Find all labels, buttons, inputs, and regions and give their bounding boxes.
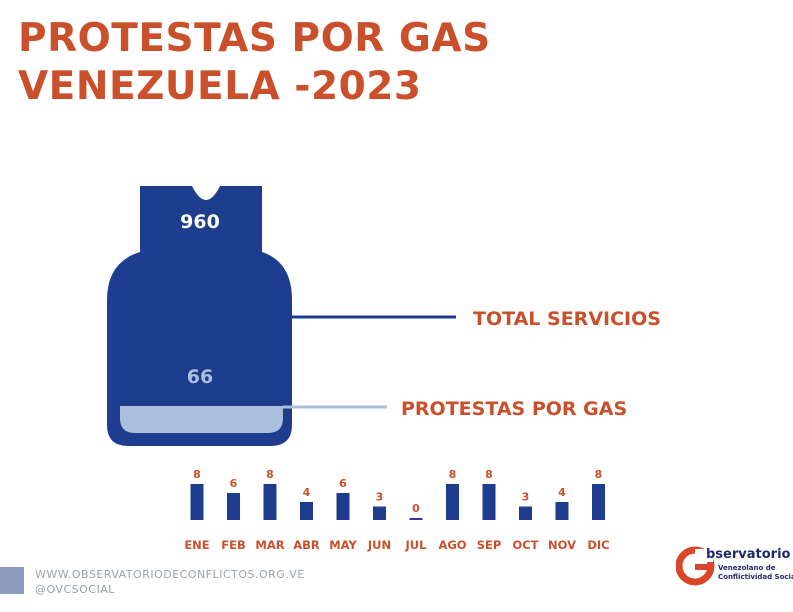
data-label-dic: 8 bbox=[595, 468, 603, 481]
category-label-mar: MAR bbox=[255, 538, 284, 552]
bar-ene bbox=[190, 484, 204, 520]
logo-subtitle-2: Conflictividad Social bbox=[718, 573, 793, 581]
gas-protests-label: PROTESTAS POR GAS bbox=[401, 398, 628, 420]
gas-cylinder-body bbox=[107, 186, 292, 446]
data-label-ene: 8 bbox=[193, 468, 201, 481]
bar-nov bbox=[555, 502, 569, 520]
category-label-dic: DIC bbox=[587, 538, 609, 552]
bar-jun bbox=[373, 506, 386, 520]
footer-website: WWW.OBSERVATORIODECONFLICTOS.ORG.VE bbox=[35, 568, 305, 581]
category-label-abr: ABR bbox=[293, 538, 320, 552]
gas-protests-value: 66 bbox=[186, 366, 214, 388]
category-label-ago: AGO bbox=[438, 538, 466, 552]
total-services-label: TOTAL SERVICIOS bbox=[473, 308, 661, 330]
logo-name: bservatorio bbox=[706, 547, 791, 562]
data-label-mar: 8 bbox=[266, 468, 274, 481]
data-label-sep: 8 bbox=[485, 468, 493, 481]
category-label-jul: JUL bbox=[405, 538, 428, 552]
data-label-abr: 4 bbox=[303, 486, 311, 499]
category-label-sep: SEP bbox=[477, 538, 502, 552]
total-services-value: 960 bbox=[180, 211, 220, 233]
category-label-ene: ENE bbox=[184, 538, 209, 552]
category-label-nov: NOV bbox=[548, 538, 576, 552]
data-label-jun: 3 bbox=[376, 491, 384, 504]
bar-may bbox=[336, 493, 350, 520]
bar-oct bbox=[519, 506, 532, 520]
bar-ago bbox=[446, 484, 459, 520]
data-label-may: 6 bbox=[339, 477, 347, 490]
footer-square-decoration bbox=[0, 567, 24, 594]
data-label-jul: 0 bbox=[412, 502, 420, 515]
data-label-nov: 4 bbox=[558, 486, 566, 499]
ovcs-logo: bservatorio Venezolano de Conflictividad… bbox=[676, 543, 793, 591]
bar-sep bbox=[482, 484, 496, 520]
chart-title-line-2: VENEZUELA -2023 bbox=[18, 64, 422, 109]
bar-jul bbox=[409, 518, 423, 520]
data-label-oct: 3 bbox=[522, 491, 530, 504]
category-label-jun: JUN bbox=[367, 538, 391, 552]
category-label-may: MAY bbox=[329, 538, 357, 552]
bar-mar bbox=[263, 484, 277, 520]
data-label-feb: 6 bbox=[230, 477, 238, 490]
bar-dic bbox=[592, 484, 605, 520]
logo-subtitle-1: Venezolano de bbox=[718, 564, 776, 572]
footer-social-handle: @OVCSOCIAL bbox=[35, 583, 115, 596]
logo-g-mark bbox=[676, 546, 715, 586]
monthly-bar-chart: 8 ENE 6 FEB 8 MAR 4 ABR 6 MAY 3 JUN 0 JUL 8 AGO 8 SEP 3 OCT… bbox=[184, 468, 609, 552]
gas-level-fill bbox=[120, 406, 283, 433]
chart-title-line-1: PROTESTAS POR GAS bbox=[18, 16, 491, 61]
category-label-feb: FEB bbox=[221, 538, 245, 552]
bar-abr bbox=[300, 502, 313, 520]
category-label-oct: OCT bbox=[512, 538, 538, 552]
bar-feb bbox=[227, 493, 240, 520]
data-label-ago: 8 bbox=[449, 468, 457, 481]
